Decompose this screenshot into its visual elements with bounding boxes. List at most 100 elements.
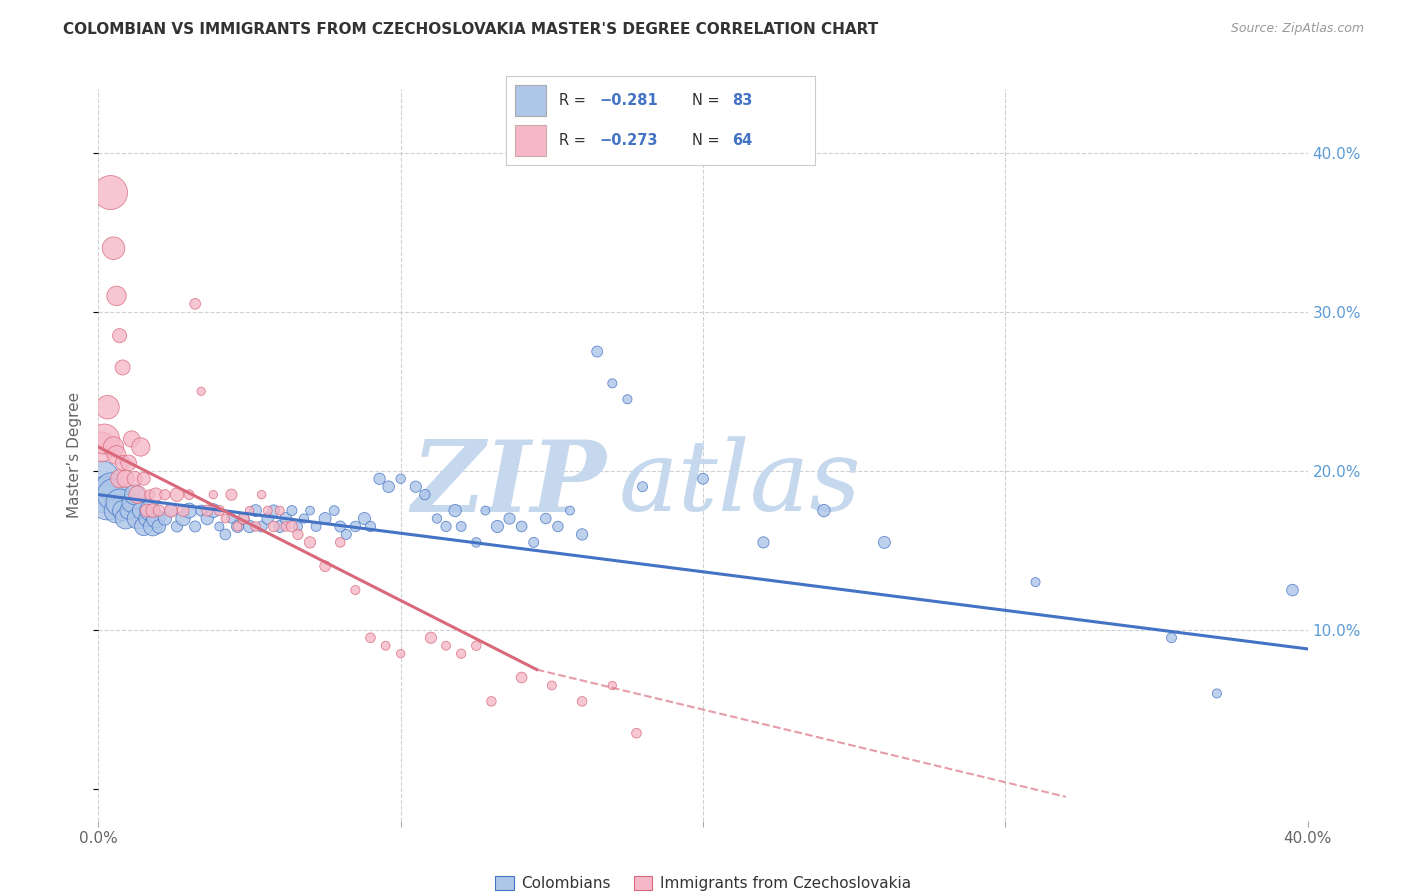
Point — [172, 511, 194, 525]
Point — [221, 488, 243, 502]
Point — [263, 519, 285, 533]
Point — [626, 726, 648, 740]
Point — [214, 511, 236, 525]
Point — [160, 503, 183, 517]
Point — [129, 503, 152, 517]
Point — [1160, 631, 1182, 645]
Point — [360, 631, 382, 645]
Point — [602, 376, 624, 391]
Point — [166, 488, 188, 502]
Point — [510, 519, 533, 533]
Point — [127, 511, 149, 525]
Point — [287, 519, 309, 533]
Text: N =: N = — [692, 93, 724, 108]
Point — [153, 488, 176, 502]
Point — [413, 488, 436, 502]
Point — [434, 519, 457, 533]
Point — [208, 519, 231, 533]
Point — [202, 488, 225, 502]
Point — [1281, 583, 1303, 598]
Bar — [516, 125, 547, 156]
Point — [114, 511, 136, 525]
Point — [474, 503, 496, 517]
Point — [100, 480, 122, 494]
Point — [510, 671, 533, 685]
Point — [389, 472, 412, 486]
Point — [540, 678, 562, 692]
Text: −0.281: −0.281 — [599, 93, 658, 108]
Text: atlas: atlas — [619, 436, 860, 532]
Point — [195, 511, 218, 525]
Point — [344, 519, 367, 533]
Point — [323, 503, 346, 517]
Point — [250, 519, 273, 533]
Point — [465, 535, 488, 549]
Text: COLOMBIAN VS IMMIGRANTS FROM CZECHOSLOVAKIA MASTER'S DEGREE CORRELATION CHART: COLOMBIAN VS IMMIGRANTS FROM CZECHOSLOVA… — [63, 22, 879, 37]
Point — [135, 503, 157, 517]
Point — [389, 647, 412, 661]
Point — [208, 503, 231, 517]
Point — [179, 503, 201, 517]
Point — [269, 519, 291, 533]
Point — [153, 511, 176, 525]
Point — [571, 694, 593, 708]
Point — [752, 535, 775, 549]
Point — [281, 519, 304, 533]
Point — [434, 639, 457, 653]
Text: −0.273: −0.273 — [599, 133, 658, 148]
Point — [195, 503, 218, 517]
Point — [873, 535, 896, 549]
Point — [523, 535, 546, 549]
Point — [108, 495, 131, 509]
Point — [426, 511, 449, 525]
Point — [121, 495, 143, 509]
Y-axis label: Master’s Degree: Master’s Degree — [67, 392, 83, 518]
Point — [124, 472, 146, 486]
Point — [105, 448, 128, 462]
Point — [103, 440, 125, 454]
Point — [172, 503, 194, 517]
Point — [360, 519, 382, 533]
Point — [534, 511, 557, 525]
Text: R =: R = — [558, 133, 591, 148]
Point — [226, 519, 249, 533]
Point — [111, 456, 134, 470]
Point — [239, 503, 262, 517]
Point — [179, 488, 201, 502]
Point — [232, 511, 254, 525]
Point — [263, 503, 285, 517]
Point — [132, 519, 155, 533]
Point — [103, 488, 125, 502]
Point — [450, 647, 472, 661]
Point — [353, 511, 375, 525]
Point — [314, 559, 336, 574]
Point — [142, 519, 165, 533]
Text: 64: 64 — [733, 133, 752, 148]
Text: N =: N = — [692, 133, 724, 148]
Point — [214, 527, 236, 541]
Text: R =: R = — [558, 93, 591, 108]
Point — [166, 519, 188, 533]
Point — [111, 360, 134, 375]
Point — [93, 488, 115, 502]
Point — [184, 519, 207, 533]
Point — [299, 503, 322, 517]
Point — [420, 631, 443, 645]
Point — [160, 503, 183, 517]
Point — [692, 472, 714, 486]
Point — [344, 583, 367, 598]
Point — [239, 519, 262, 533]
Point — [135, 511, 157, 525]
Point — [305, 519, 328, 533]
Point — [329, 535, 352, 549]
Point — [139, 503, 162, 517]
Point — [202, 503, 225, 517]
Point — [105, 503, 128, 517]
Point — [118, 456, 141, 470]
Bar — [516, 85, 547, 116]
Point — [292, 511, 315, 525]
Point — [232, 511, 254, 525]
Point — [111, 503, 134, 517]
Point — [108, 328, 131, 343]
Point — [558, 503, 581, 517]
